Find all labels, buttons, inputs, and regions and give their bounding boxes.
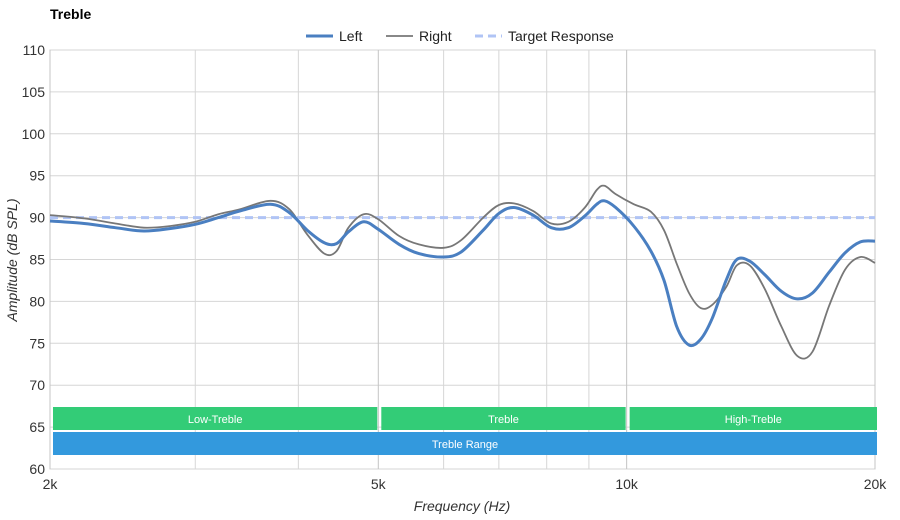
- band-label: Treble: [488, 414, 519, 426]
- y-tick-label: 100: [22, 126, 46, 142]
- y-tick-label: 65: [29, 419, 45, 435]
- y-tick-label: 75: [29, 335, 45, 351]
- legend-label: Left: [339, 28, 362, 44]
- y-axis-label: Amplitude (dB SPL): [4, 199, 20, 323]
- x-tick-label: 10k: [615, 476, 639, 492]
- x-axis-label: Frequency (Hz): [414, 498, 510, 514]
- frequency-bands: Low-Treble Treble High-Treble Treble Range: [53, 407, 877, 455]
- y-tick-label: 70: [29, 377, 45, 393]
- band-1: [53, 407, 378, 430]
- x-tick-label: 2k: [43, 476, 59, 492]
- y-tick-label: 110: [23, 42, 46, 58]
- band-label: High-Treble: [725, 414, 782, 426]
- series-lines: [49, 184, 876, 360]
- band-label: Treble Range: [432, 439, 498, 451]
- legend-label: Right: [419, 28, 452, 44]
- grid: [49, 49, 876, 470]
- y-tick-label: 90: [29, 210, 45, 226]
- y-tick-label: 105: [22, 84, 46, 100]
- right-channel-line: [49, 184, 876, 360]
- band-label: Low-Treble: [188, 414, 243, 426]
- x-axis-ticks: 2k 5k 10k 20k: [43, 476, 888, 492]
- x-tick-label: 20k: [864, 476, 888, 492]
- y-tick-label: 60: [29, 461, 45, 477]
- band-2: [381, 407, 626, 430]
- band-4: [53, 432, 877, 455]
- y-axis-ticks: 60 65 70 75 80 85 90 95 100 105 110: [22, 42, 46, 477]
- y-tick-label: 85: [29, 252, 45, 268]
- y-tick-label: 95: [29, 168, 45, 184]
- band-3: [629, 407, 877, 430]
- x-tick-label: 5k: [371, 476, 387, 492]
- left-channel-line: [49, 199, 876, 348]
- chart-title: Treble: [50, 6, 91, 22]
- legend: Left Right Target Response: [306, 28, 614, 44]
- y-tick-label: 80: [29, 293, 45, 309]
- legend-label: Target Response: [508, 28, 614, 44]
